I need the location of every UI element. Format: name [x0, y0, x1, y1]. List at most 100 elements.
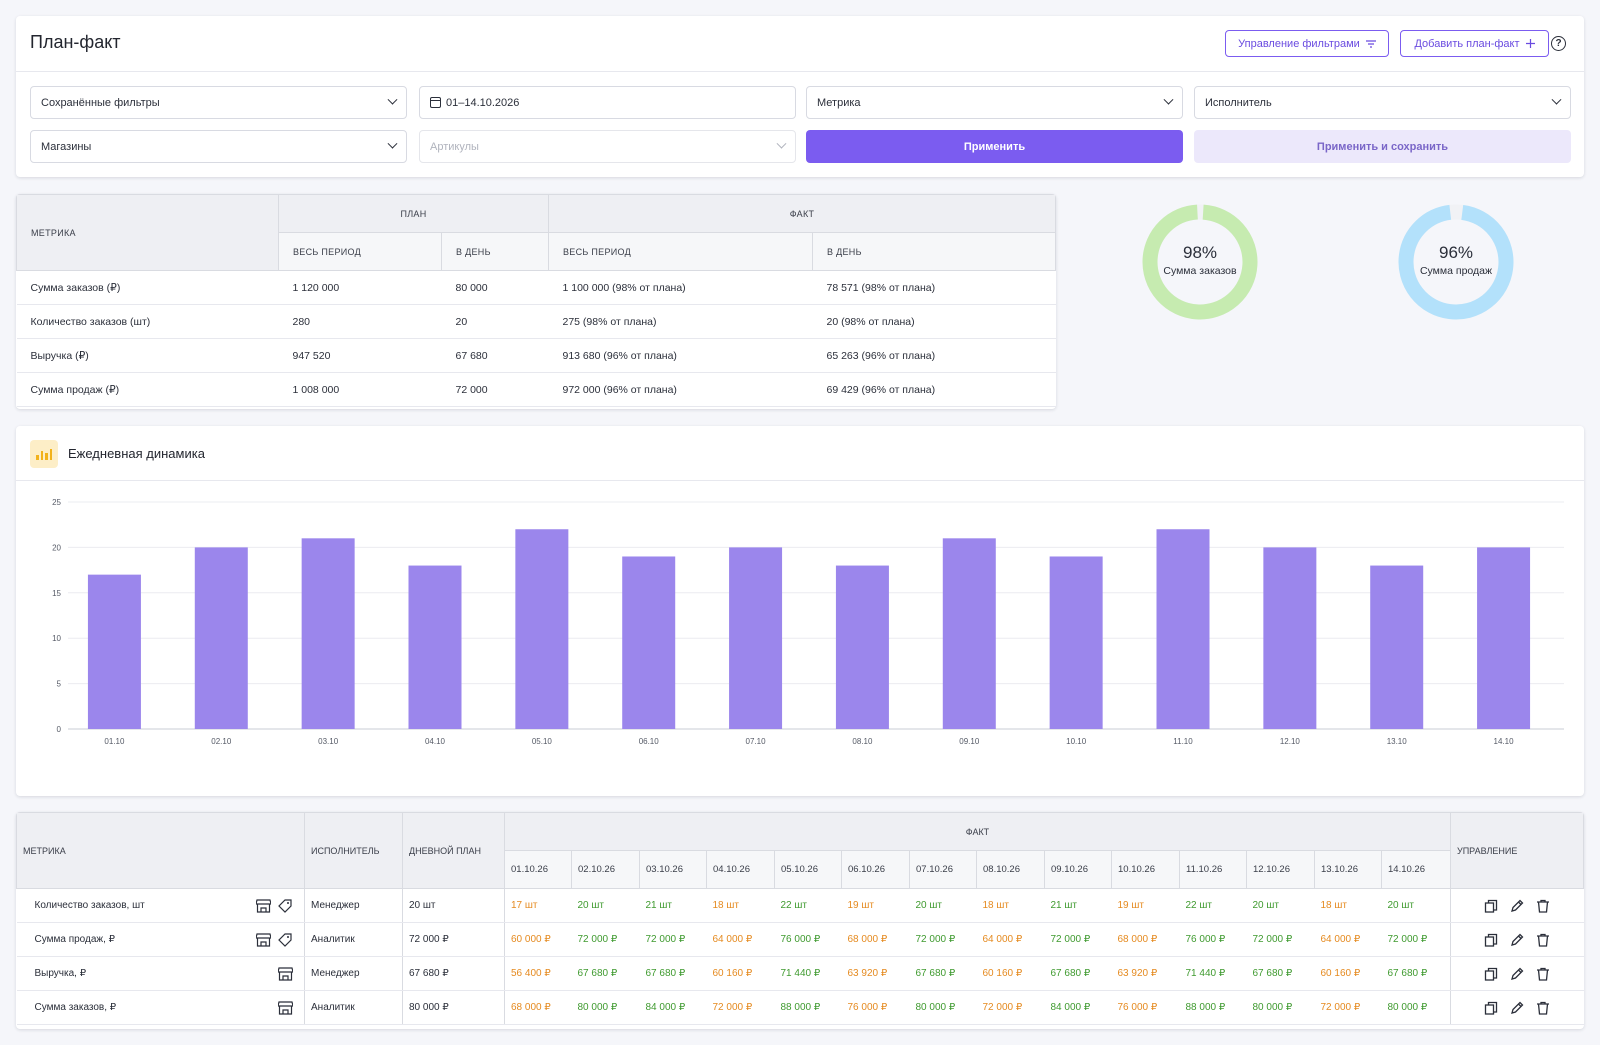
x-tick-label: 10.10 — [1066, 737, 1087, 746]
copy-icon[interactable] — [1484, 933, 1498, 947]
cell-manage — [1450, 956, 1584, 991]
col-metric: МЕТРИКА — [16, 812, 305, 889]
chevron-down-icon — [387, 138, 398, 149]
x-tick-label: 03.10 — [318, 737, 339, 746]
copy-icon[interactable] — [1484, 967, 1498, 981]
col-date: 04.10.26 — [706, 850, 775, 889]
cell-fact-value: 72 000 ₽ — [706, 990, 775, 1025]
cell-fact-value: 76 000 ₽ — [1179, 922, 1247, 957]
chevron-down-icon — [387, 94, 398, 105]
cell-fact-value: 67 680 ₽ — [571, 956, 640, 991]
add-plan-fact-button[interactable]: Добавить план-факт — [1400, 30, 1549, 57]
cell-daily-plan: 80 000 ₽ — [402, 990, 505, 1025]
tag-icon[interactable] — [278, 932, 292, 947]
x-tick-label: 11.10 — [1173, 737, 1193, 746]
cell-plan-day: 67 680 — [441, 338, 549, 373]
executor-select[interactable]: Исполнитель — [1194, 86, 1571, 119]
store-icon[interactable] — [277, 1000, 294, 1015]
x-tick-label: 07.10 — [746, 737, 767, 746]
cell-plan-day: 72 000 — [441, 372, 549, 407]
date-range-value: 01–14.10.2026 — [446, 96, 520, 109]
metric-name: Количество заказов, шт — [34, 900, 145, 911]
articles-select[interactable]: Артикулы — [419, 130, 796, 163]
cell-plan-period: 1 008 000 — [278, 372, 442, 407]
copy-icon[interactable] — [1484, 1001, 1498, 1015]
chevron-down-icon — [1551, 94, 1562, 105]
help-icon[interactable]: ? — [1551, 36, 1566, 51]
x-tick-label: 05.10 — [532, 737, 553, 746]
col-fact-whole-period: ВЕСЬ ПЕРИОД — [548, 232, 813, 271]
stores-select[interactable]: Магазины — [30, 130, 407, 163]
saved-filters-select[interactable]: Сохранённые фильтры — [30, 86, 407, 119]
trash-icon[interactable] — [1536, 899, 1550, 913]
cell-fact-value: 18 шт — [976, 888, 1045, 923]
calendar-icon — [430, 97, 441, 108]
trash-icon[interactable] — [1536, 967, 1550, 981]
metric-select[interactable]: Метрика — [806, 86, 1183, 119]
cell-fact-period: 913 680 (96% от плана) — [548, 338, 813, 373]
date-range-picker[interactable]: 01–14.10.2026 — [419, 86, 796, 119]
cell-plan-day: 20 — [441, 304, 549, 339]
store-icon[interactable] — [255, 898, 272, 913]
apply-button[interactable]: Применить — [806, 130, 1183, 163]
cell-manage — [1450, 888, 1584, 923]
x-tick-label: 04.10 — [425, 737, 446, 746]
table-row: Сумма заказов (₽) 1 120 000 80 000 1 100 00… — [16, 270, 1056, 305]
col-fact-per-day: В ДЕНЬ — [812, 232, 1056, 271]
manage-filters-button[interactable]: Управление фильтрами — [1225, 30, 1389, 57]
daily-bar-chart: 0 5 10 15 20 25 01.10 02.10 03.10 04.10 05.10 06.10… — [52, 498, 1564, 746]
y-tick-label: 5 — [57, 680, 62, 689]
trash-icon[interactable] — [1536, 933, 1550, 947]
cell-fact-value: 19 шт — [841, 888, 910, 923]
cell-fact-value: 72 000 ₽ — [1246, 922, 1315, 957]
tag-icon[interactable] — [278, 898, 292, 913]
cell-fact-value: 88 000 ₽ — [1179, 990, 1247, 1025]
manage-filters-label: Управление фильтрами — [1238, 37, 1360, 50]
store-icon[interactable] — [277, 966, 294, 981]
cell-executor: Аналитик — [304, 990, 403, 1025]
cell-fact-value: 84 000 ₽ — [1044, 990, 1112, 1025]
cell-fact-value: 63 920 ₽ — [841, 956, 910, 991]
cell-metric: Сумма заказов (₽) — [16, 270, 279, 305]
saved-filters-value: Сохранённые фильтры — [41, 96, 160, 109]
metric-name: Сумма заказов, ₽ — [34, 1002, 117, 1013]
filter-panel: План-факт Управление фильтрами Добавить … — [16, 16, 1584, 177]
edit-icon[interactable] — [1510, 1001, 1524, 1015]
cell-fact-value: 88 000 ₽ — [774, 990, 842, 1025]
cell-fact-value: 76 000 ₽ — [841, 990, 910, 1025]
cell-daily-plan: 20 шт — [402, 888, 505, 923]
copy-icon[interactable] — [1484, 899, 1498, 913]
cell-fact-value: 20 шт — [571, 888, 640, 923]
edit-icon[interactable] — [1510, 933, 1524, 947]
cell-executor: Аналитик — [304, 922, 403, 957]
apply-and-save-button[interactable]: Применить и сохранить — [1194, 130, 1571, 163]
y-tick-label: 20 — [52, 543, 61, 552]
edit-icon[interactable] — [1510, 899, 1524, 913]
trash-icon[interactable] — [1536, 1001, 1550, 1015]
donut-arc — [1142, 204, 1258, 320]
store-icon[interactable] — [255, 932, 272, 947]
cell-metric: Сумма продаж, ₽ — [16, 922, 305, 957]
bar — [1156, 529, 1210, 729]
cell-fact-value: 80 000 ₽ — [1381, 990, 1451, 1025]
bar — [942, 538, 996, 729]
donut-label: Сумма продаж — [1419, 265, 1493, 277]
col-date: 03.10.26 — [639, 850, 707, 889]
chart-title: Ежедневная динамика — [68, 446, 205, 461]
executor-select-value: Исполнитель — [1205, 96, 1272, 109]
col-fact: ФАКТ — [504, 812, 1451, 851]
bar — [1049, 556, 1103, 729]
articles-placeholder: Артикулы — [430, 140, 479, 153]
col-date: 12.10.26 — [1246, 850, 1315, 889]
cell-fact-value: 19 шт — [1111, 888, 1180, 923]
cell-fact-value: 60 160 ₽ — [706, 956, 775, 991]
cell-fact-value: 68 000 ₽ — [841, 922, 910, 957]
edit-icon[interactable] — [1510, 967, 1524, 981]
cell-fact-value: 67 680 ₽ — [909, 956, 977, 991]
col-date: 06.10.26 — [841, 850, 910, 889]
cell-fact-period: 1 100 000 (98% от плана) — [548, 270, 813, 305]
cell-fact-value: 63 920 ₽ — [1111, 956, 1180, 991]
bar — [1370, 565, 1424, 729]
cell-daily-plan: 67 680 ₽ — [402, 956, 505, 991]
col-date: 14.10.26 — [1381, 850, 1451, 889]
